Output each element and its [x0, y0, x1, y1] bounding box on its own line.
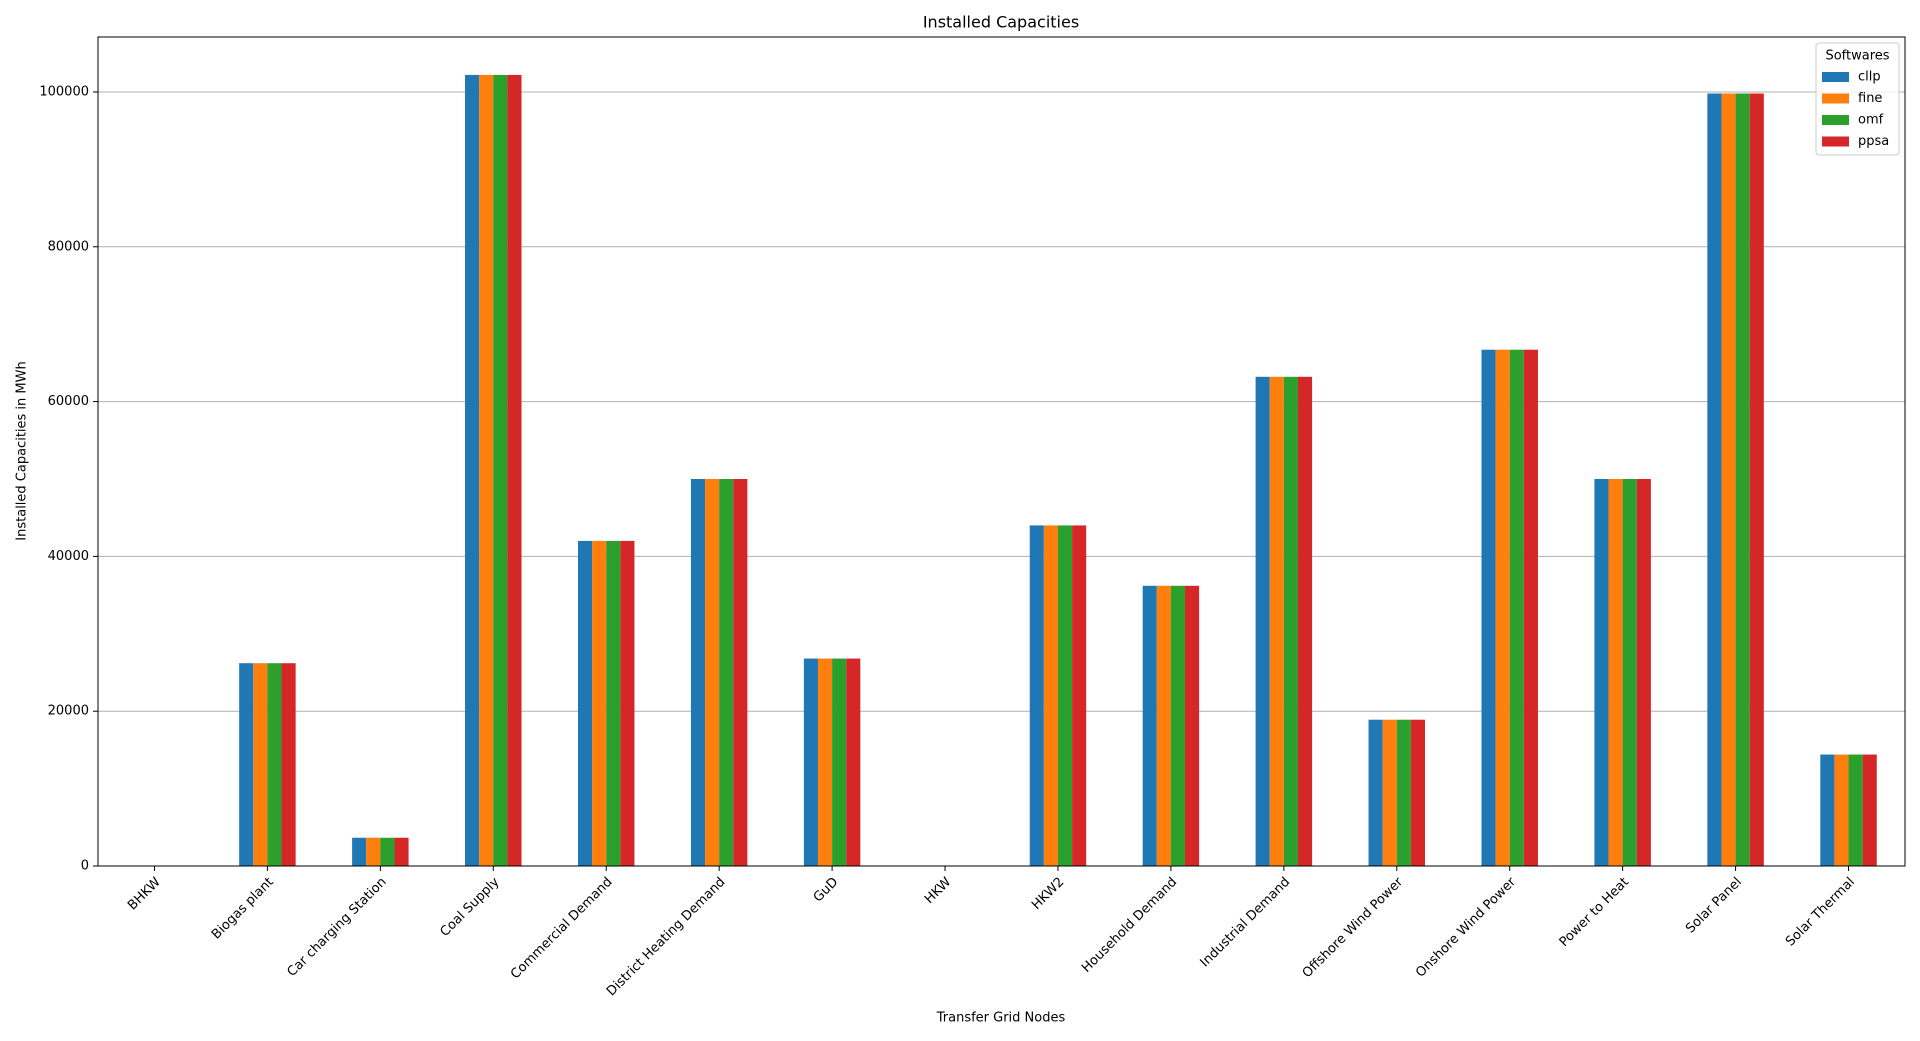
bar	[1523, 349, 1538, 866]
x-tick-label: Industrial Demand	[1198, 875, 1294, 971]
bar	[1848, 754, 1863, 866]
legend-swatch	[1822, 136, 1849, 147]
bar	[817, 658, 833, 866]
x-tick-label: GuD	[811, 875, 842, 906]
x-tick-label: Coal Supply	[437, 874, 502, 939]
legend-title: Softwares	[1825, 49, 1889, 64]
bar	[733, 478, 748, 866]
bar	[1283, 376, 1298, 866]
bar	[1636, 478, 1651, 866]
x-tick-label: District Heating Demand	[604, 875, 728, 999]
x-tick-label: HKW	[922, 875, 954, 907]
y-tick-label: 20000	[48, 704, 89, 719]
y-tick-label: 40000	[48, 549, 89, 564]
bar	[394, 837, 409, 866]
x-tick-label: Car charging Station	[284, 875, 389, 980]
bar	[1509, 349, 1524, 866]
bar	[352, 837, 367, 866]
bar	[1749, 93, 1764, 867]
bar	[803, 658, 818, 866]
plot-frame	[97, 36, 1906, 867]
legend-swatch	[1822, 72, 1849, 82]
y-tick-label: 0	[81, 859, 89, 874]
bar	[620, 540, 635, 866]
x-tick-label: Offshore Wind Power	[1300, 874, 1407, 981]
bar	[592, 540, 607, 866]
bar	[719, 478, 734, 866]
bar	[1820, 754, 1835, 866]
bar	[253, 663, 268, 866]
legend-swatch	[1822, 93, 1849, 104]
bar	[239, 663, 254, 866]
bar	[1156, 585, 1171, 866]
bar	[1410, 719, 1426, 866]
bar	[507, 74, 522, 867]
bar	[281, 663, 296, 866]
legend-label: ppsa	[1858, 134, 1889, 149]
y-tick-label: 80000	[48, 239, 89, 254]
y-tick-label: 100000	[39, 84, 89, 99]
bar	[577, 540, 593, 866]
bar	[1608, 478, 1623, 866]
x-tick-label: Household Demand	[1079, 875, 1180, 976]
bar	[1170, 585, 1186, 866]
bar	[1495, 349, 1510, 866]
bar	[1396, 719, 1411, 866]
legend-label: fine	[1858, 91, 1882, 106]
x-tick-label: Onshore Wind Power	[1413, 874, 1519, 980]
bar	[366, 837, 381, 866]
bar	[1721, 93, 1736, 867]
bar	[1185, 585, 1200, 866]
bar	[479, 74, 494, 867]
x-tick-label: Commercial Demand	[508, 875, 615, 982]
y-axis-label: Installed Capacities in MWh	[15, 361, 30, 540]
bar	[1043, 525, 1058, 866]
legend-label: omf	[1858, 113, 1884, 128]
bar	[1382, 719, 1397, 866]
bar	[705, 478, 720, 866]
bar	[267, 663, 282, 866]
legend-box	[1815, 42, 1900, 156]
x-tick-label: BHKW	[125, 875, 164, 914]
bar	[1057, 525, 1073, 866]
bar	[832, 658, 847, 866]
bar	[846, 658, 861, 866]
bar	[1622, 478, 1637, 866]
bar	[493, 74, 508, 867]
legend-label: cllp	[1858, 70, 1881, 85]
x-axis-label: Transfer Grid Nodes	[936, 1011, 1066, 1026]
bar	[1707, 93, 1722, 867]
bar	[465, 74, 480, 867]
bar	[606, 540, 621, 866]
x-tick-label: Biogas plant	[209, 875, 277, 943]
bar	[1072, 525, 1087, 866]
x-tick-label: Power to Heat	[1557, 875, 1632, 950]
bar	[1297, 376, 1313, 866]
bar	[1862, 754, 1877, 866]
bar	[1029, 525, 1044, 866]
bar	[690, 478, 706, 866]
bar	[380, 837, 395, 866]
bar	[1594, 478, 1609, 866]
x-tick-label: Solar Thermal	[1783, 875, 1858, 950]
bar	[1255, 376, 1270, 866]
legend-swatch	[1822, 115, 1849, 125]
x-tick-label: HKW2	[1029, 875, 1067, 913]
bar	[1269, 376, 1284, 866]
bar	[1834, 754, 1849, 866]
y-tick-label: 60000	[48, 394, 89, 409]
bar	[1481, 349, 1496, 866]
bar	[1368, 719, 1383, 866]
chart-title: Installed Capacities	[923, 13, 1079, 32]
bar	[1735, 93, 1750, 867]
x-tick-label: Solar Panel	[1683, 875, 1745, 937]
bar	[1142, 585, 1157, 866]
